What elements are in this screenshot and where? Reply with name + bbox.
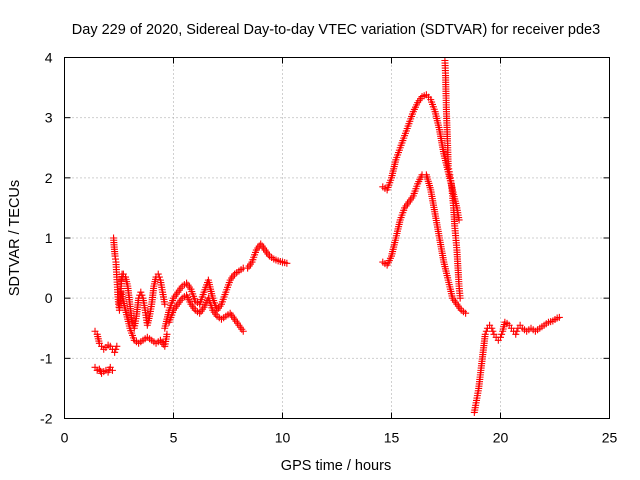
- data-point: [163, 330, 171, 338]
- data-point: [456, 294, 464, 302]
- y-tick-label: 0: [45, 290, 53, 306]
- data-point: [113, 342, 121, 350]
- grid-lines: [64, 57, 610, 419]
- x-axis-label: GPS time / hours: [281, 458, 391, 474]
- series-trace-d-spike: [441, 57, 464, 302]
- data-point: [455, 216, 463, 224]
- data-point: [239, 327, 247, 335]
- data-point: [481, 330, 489, 338]
- y-tick-label: -2: [40, 411, 53, 427]
- data-point: [154, 270, 162, 278]
- data-point: [137, 288, 145, 296]
- x-tick-label: 25: [602, 430, 618, 446]
- y-tick-label: 3: [45, 110, 53, 126]
- x-tick-label: 15: [384, 430, 400, 446]
- data-point: [497, 333, 504, 341]
- data-point: [128, 318, 136, 326]
- data-point: [513, 327, 521, 335]
- data-point: [283, 259, 291, 267]
- data-point: [112, 345, 120, 353]
- data-point: [155, 273, 163, 281]
- data-point: [498, 330, 506, 338]
- data-point: [108, 366, 116, 374]
- series-trace-c-main: [161, 240, 291, 332]
- series-trace-b-low: [117, 288, 171, 350]
- x-tick-label: 5: [170, 430, 178, 446]
- series-trace-a-upper: [91, 327, 121, 356]
- data-point: [489, 327, 497, 335]
- data-point: [161, 300, 169, 308]
- data-point: [111, 348, 119, 356]
- x-tick-label: 10: [275, 430, 291, 446]
- data-point: [512, 330, 520, 338]
- y-tick-label: 1: [45, 230, 53, 246]
- plot-frame: [64, 57, 610, 419]
- x-tick-label: 0: [61, 430, 69, 446]
- x-tick-labels: 0 5 10 15 20 25: [61, 430, 618, 446]
- series-trace-e: [470, 313, 563, 416]
- y-axis-label: SDTVAR / TECUs: [7, 180, 23, 296]
- series-trace-c-low: [165, 291, 247, 335]
- data-point: [138, 291, 146, 299]
- series-trace-d-lower: [379, 171, 470, 317]
- y-tick-label: -1: [40, 350, 53, 366]
- y-tick-label: 2: [45, 170, 53, 186]
- y-tick-labels: -2 -1 0 1 2 3 4: [40, 50, 53, 427]
- data-point: [488, 324, 496, 332]
- data-point: [117, 276, 125, 284]
- series-trace-b-early: [117, 270, 169, 332]
- series-trace-a-lower: [91, 363, 116, 377]
- y-tick-label: 4: [45, 50, 53, 66]
- data-point: [482, 327, 490, 335]
- data-point: [555, 313, 563, 321]
- x-tick-label: 20: [493, 430, 509, 446]
- data-point: [462, 309, 470, 317]
- data-points: [91, 57, 563, 416]
- chart-title: Day 229 of 2020, Sidereal Day-to-day VTE…: [72, 22, 600, 38]
